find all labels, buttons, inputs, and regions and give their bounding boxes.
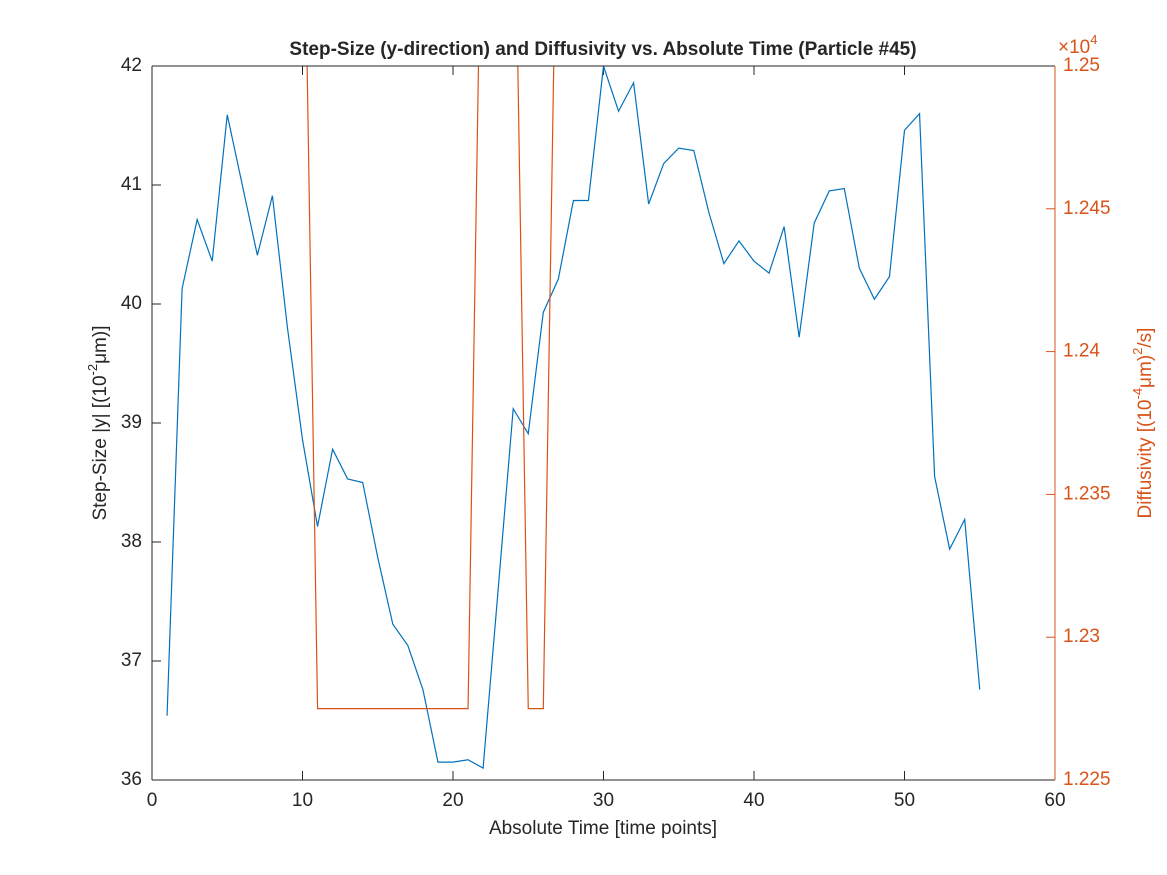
y-axis-label: Step-Size |y| [(10-2μm)]: [85, 326, 111, 521]
x-tick-label: 30: [593, 790, 614, 811]
label-part: μm): [1135, 355, 1156, 388]
data-line: [166, 66, 981, 770]
x-axis-label: Absolute Time [time points]: [489, 818, 717, 839]
x-tick-label: 20: [442, 790, 463, 811]
y2-tick-label: 1.235: [1063, 483, 1111, 504]
label-part: ×10: [1058, 37, 1090, 58]
y2-multiplier: ×104: [1058, 32, 1097, 58]
label-part: μm)]: [90, 326, 111, 364]
y-tick-label: 40: [121, 293, 142, 314]
y-tick-label: 39: [121, 412, 142, 433]
y-tick-label: 42: [121, 55, 142, 76]
y2-tick-label: 1.23: [1063, 626, 1100, 647]
superscript: 2: [1130, 348, 1145, 355]
x-tick-label: 0: [147, 790, 158, 811]
y2-tick-label: 1.225: [1063, 769, 1111, 790]
y-tick-label: 36: [121, 769, 142, 790]
y-tick-label: 37: [121, 650, 142, 671]
label-part: Diffusivity [(10: [1135, 400, 1156, 519]
plot-lines: [166, 66, 981, 770]
x-tick-label: 10: [292, 790, 313, 811]
superscript: 4: [1090, 32, 1097, 47]
x-tick-label: 40: [743, 790, 764, 811]
label-part: Step-Size |y| [(10: [90, 375, 111, 520]
superscript: -2: [85, 364, 100, 376]
superscript: -4: [1130, 388, 1145, 400]
y-tick-label: 38: [121, 531, 142, 552]
x-tick-label: 60: [1044, 790, 1065, 811]
plot-area: [152, 66, 1055, 780]
y2-tick-label: 1.245: [1063, 198, 1111, 219]
y2-tick-label: 1.25: [1063, 55, 1100, 76]
y2-tick-label: 1.24: [1063, 341, 1100, 362]
x-tick-label: 50: [894, 790, 915, 811]
y-tick-label: 41: [121, 174, 142, 195]
y2-axis-label: Diffusivity [(10-4μm)2/s]: [1130, 328, 1156, 519]
chart-title: Step-Size (y-direction) and Diffusivity …: [289, 39, 916, 60]
label-part: /s]: [1135, 328, 1156, 348]
